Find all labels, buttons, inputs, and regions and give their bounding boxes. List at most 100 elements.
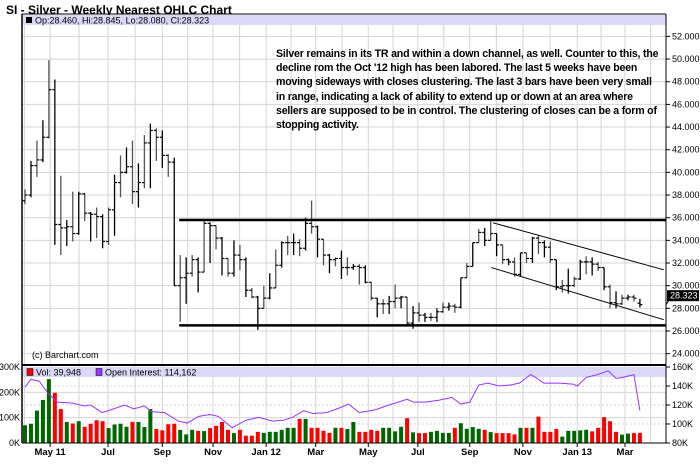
- ohlc-bar: [392, 284, 398, 309]
- volume-bar: [506, 433, 511, 443]
- volume-bar: [291, 427, 296, 443]
- ohlc-bar: [368, 281, 374, 301]
- ohlc-bar: [195, 257, 201, 293]
- annotation-line: Silver remains in its TR and within a do…: [276, 48, 641, 60]
- volume-bar: [255, 431, 260, 443]
- oi-tick-label: 160K: [672, 362, 693, 372]
- ohlc-bar: [321, 238, 326, 266]
- volume-bar: [76, 421, 81, 443]
- annotation-line: can be a form of stopping activity.: [276, 104, 657, 132]
- volume-bar: [124, 426, 129, 443]
- volume-bar: [52, 392, 57, 443]
- volume-bar: [303, 418, 308, 443]
- price-tick-label: 50.000: [672, 54, 700, 64]
- x-tick-label: Jan 12: [251, 447, 281, 458]
- ohlc-bar: [476, 229, 482, 244]
- ohlc-bar: [374, 297, 380, 318]
- oi-legend-swatch: [95, 368, 103, 376]
- ohlc-bar: [291, 233, 297, 256]
- ohlc-bar: [583, 256, 589, 275]
- ohlc-bar: [404, 296, 410, 326]
- volume-bar: [166, 424, 171, 443]
- ohlc-bar: [231, 240, 237, 277]
- ohlc-bar: [297, 239, 303, 257]
- volume-bar: [142, 427, 147, 443]
- volume-bar: [315, 427, 320, 443]
- volume-bar: [602, 417, 607, 443]
- volume-bar: [190, 429, 195, 443]
- volume-bar: [530, 427, 535, 443]
- price-tick-label: 40.000: [672, 167, 700, 177]
- volume-bar: [100, 421, 105, 443]
- volume-bar: [220, 421, 225, 443]
- ohlc-bar: [589, 257, 595, 276]
- ohlc-bar: [482, 227, 488, 247]
- volume-tick-label: 300K: [0, 362, 20, 372]
- volume-bar: [237, 429, 242, 443]
- volume-bar: [369, 429, 374, 443]
- x-tick-label: Nov: [514, 447, 533, 458]
- channel-lower: [491, 267, 664, 321]
- trend-lines: [179, 218, 666, 327]
- ohlc-bar: [213, 225, 219, 250]
- ohlc-bar: [249, 287, 255, 299]
- ohlc-bar: [601, 266, 607, 291]
- ohlc-bar: [362, 265, 368, 284]
- oi-tick-label: 140K: [672, 381, 693, 391]
- price-tick-label: 26.000: [672, 326, 700, 336]
- ohlc-bar: [106, 207, 112, 245]
- open-interest-line: [24, 370, 641, 429]
- vol-legend-swatch: [26, 368, 34, 376]
- ohlc-bar: [577, 259, 583, 281]
- ohlc-bar: [607, 284, 613, 309]
- ohlc-bar: [500, 244, 506, 265]
- annotation: Silver remains in its TR and within a do…: [276, 47, 660, 132]
- ohlc-bar: [118, 155, 124, 198]
- volume-bar: [184, 434, 189, 443]
- volume-bar: [279, 429, 284, 443]
- volume-bar: [148, 409, 153, 443]
- ohlc-bar: [565, 268, 571, 294]
- volume-bar: [82, 426, 87, 443]
- volume-bar: [363, 431, 368, 443]
- volume-bar: [440, 432, 445, 443]
- volume-bar: [351, 421, 356, 443]
- x-tick-label: Nov: [204, 447, 223, 458]
- volume-bar: [488, 432, 493, 443]
- x-tick-label: Jan 13: [562, 447, 592, 458]
- volume-bar: [261, 432, 266, 443]
- volume-bar: [399, 426, 404, 443]
- volume-bar: [554, 429, 559, 443]
- ohlc-legend-swatch: [26, 17, 32, 23]
- ohlc-bar: [326, 253, 332, 274]
- ohlc-bar: [440, 302, 446, 313]
- volume-bar: [620, 434, 624, 443]
- ohlc-bar: [273, 249, 279, 289]
- volume-legend-band: [23, 367, 666, 377]
- volume-bar: [578, 430, 583, 443]
- volume-tick-label: 0K: [9, 438, 20, 448]
- ohlc-bar: [159, 130, 165, 168]
- price-tick-label: 46.000: [672, 99, 700, 109]
- price-tick-label: 48.000: [672, 77, 700, 87]
- ohlc-bar: [123, 147, 129, 174]
- volume-bar: [422, 433, 427, 443]
- volume-bar: [381, 427, 386, 443]
- ohlc-bar: [488, 221, 494, 241]
- x-tick-label: Sep: [154, 447, 172, 458]
- ohlc-bar: [279, 241, 285, 268]
- volume-bar: [393, 431, 398, 443]
- volume-bar: [273, 431, 278, 443]
- volume-bar: [405, 418, 410, 443]
- volume-bar: [482, 429, 487, 443]
- ohlc-bar: [518, 252, 524, 277]
- oi-tick-label: 80K: [672, 438, 688, 448]
- price-tick-label: 28.000: [672, 303, 700, 313]
- volume-bar: [94, 420, 99, 443]
- grid: [22, 25, 666, 443]
- ohlc-bar: [207, 222, 213, 264]
- volume-tick-label: 100K: [0, 413, 20, 423]
- ohlc-bar: [285, 235, 291, 256]
- price-tick-label: 24.000: [672, 349, 700, 359]
- volume-bar: [208, 428, 213, 443]
